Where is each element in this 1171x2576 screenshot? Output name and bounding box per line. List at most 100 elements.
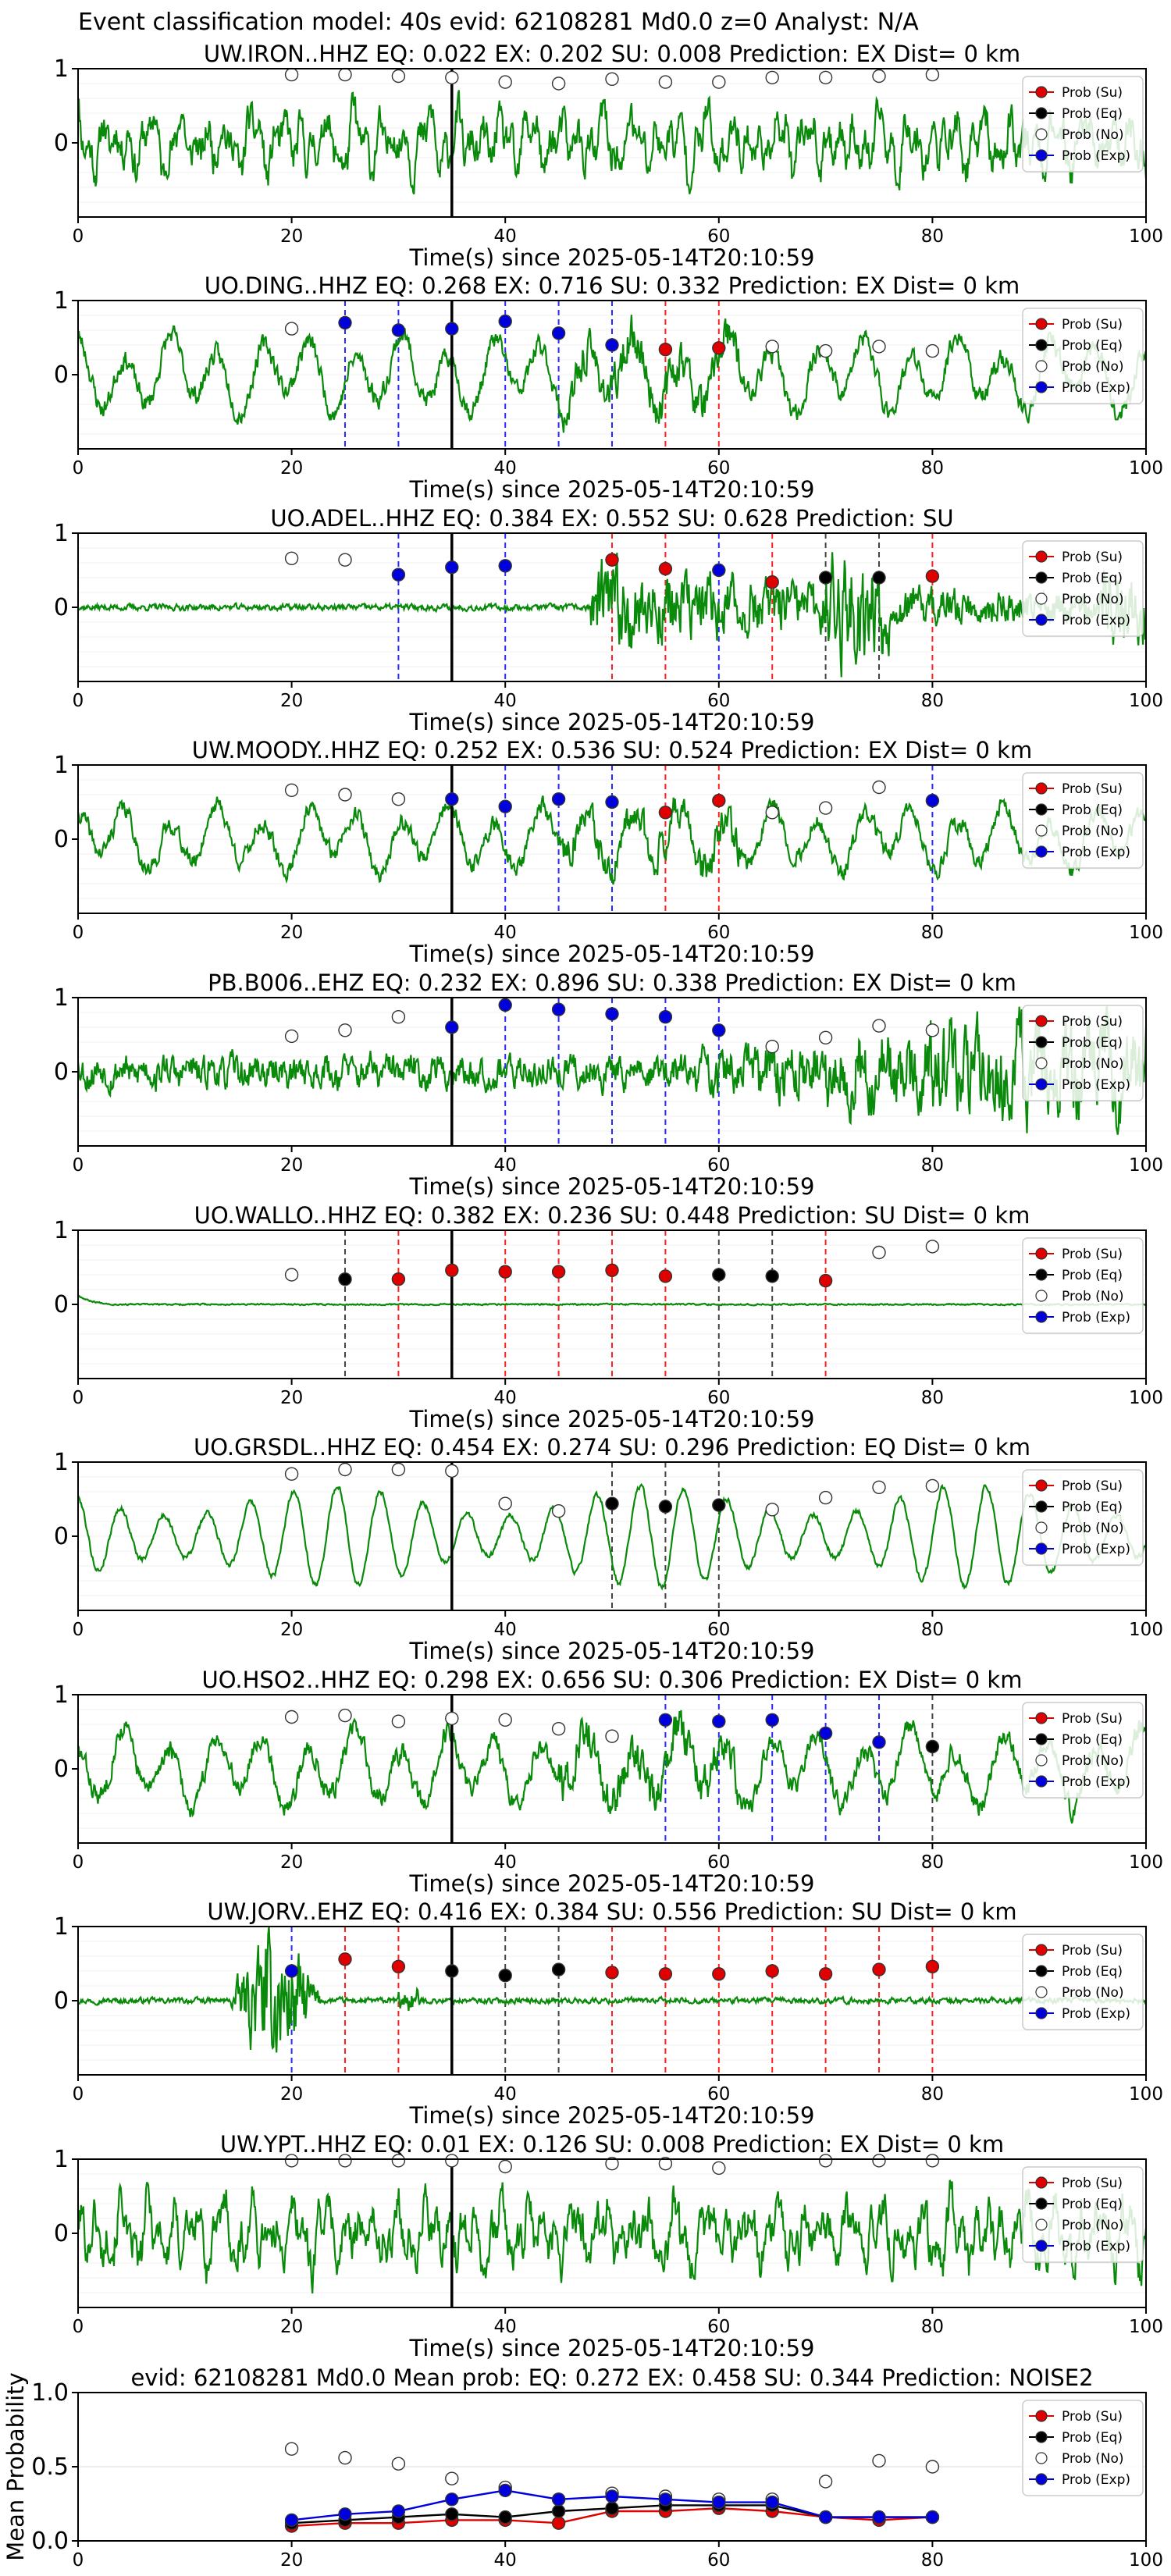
prob-point-exp (498, 799, 512, 813)
prob-point-no (712, 2161, 726, 2176)
prob-point-exp (605, 1007, 619, 1021)
prob-point-exp (498, 314, 512, 329)
legend-label: Prob (Exp) (1062, 1542, 1130, 1557)
x-axis-label: Time(s) since 2025-05-14T20:10:59 (409, 709, 815, 735)
prob-point-no (925, 1023, 940, 1037)
x-tick-label: 40 (494, 226, 517, 247)
mean-point-exp (925, 2510, 940, 2524)
legend: Prob (Su) Prob (Eq) Prob (No) Prob (Exp) (1022, 2400, 1144, 2496)
subplot-8: UW.JORV..EHZ EQ: 0.416 EX: 0.384 SU: 0.5… (54, 1898, 1163, 2129)
x-tick-label: 80 (921, 691, 944, 711)
prob-point-eq (872, 571, 886, 585)
prob-point-eq (498, 1968, 512, 1983)
legend-marker-eq (1035, 1036, 1048, 1048)
x-tick-label: 0 (73, 923, 84, 943)
x-tick-label: 100 (1129, 1388, 1163, 1408)
legend-marker-su (1035, 782, 1048, 795)
legend-label: Prob (No) (1062, 2218, 1124, 2233)
legend-label: Prob (Exp) (1062, 380, 1130, 396)
x-tick-label: 40 (494, 1852, 517, 1873)
x-tick-label: 100 (1129, 458, 1163, 479)
prob-point-no (818, 70, 833, 85)
y-tick-label: 1 (54, 1217, 69, 1244)
prob-point-no (338, 1023, 352, 1037)
mean-point-exp (498, 2483, 512, 2498)
mean-point-su (551, 2516, 566, 2530)
prob-point-no (872, 340, 886, 354)
mean-point-exp (872, 2510, 886, 2524)
prob-point-no (872, 1245, 886, 1260)
mean-point-no (925, 2460, 940, 2474)
x-tick-label: 60 (707, 923, 730, 943)
x-tick-label: 40 (494, 2084, 517, 2105)
prob-point-no (818, 343, 833, 358)
y-tick-label: 1 (54, 1449, 69, 1476)
prob-point-no (391, 1462, 406, 1477)
legend-marker-exp (1035, 381, 1048, 393)
legend-marker-eq (1035, 1268, 1048, 1281)
legend: Prob (Su) Prob (Eq) Prob (No) Prob (Exp) (1022, 1469, 1144, 1566)
prob-point-no (605, 72, 619, 87)
prob-point-no (765, 1039, 779, 1054)
y-tick-label: 0 (54, 1059, 69, 1086)
seismic-trace (77, 1482, 1147, 1591)
prob-point-exp (712, 563, 726, 578)
prob-point-exp (445, 322, 459, 336)
prob-point-no (338, 553, 352, 567)
x-tick-label: 0 (73, 226, 84, 247)
legend-marker-su (1035, 1944, 1048, 1956)
x-tick-label: 60 (707, 458, 730, 479)
mean-point-exp (605, 2489, 619, 2503)
prob-point-no (284, 1710, 299, 1724)
legend-marker-su (1035, 550, 1048, 563)
prob-point-no (498, 75, 512, 89)
prob-point-exp (445, 1020, 459, 1034)
x-tick-label: 40 (494, 923, 517, 943)
x-tick-label: 60 (707, 1620, 730, 1640)
mean-point-exp (712, 2495, 726, 2510)
mean-point-eq (445, 2507, 459, 2521)
x-tick-label: 20 (280, 1388, 303, 1408)
prob-point-su (925, 569, 940, 583)
subplot-title: UW.IRON..HHZ EQ: 0.022 EX: 0.202 SU: 0.0… (204, 41, 1020, 67)
y-tick-label: 0.0 (31, 2528, 69, 2555)
legend-label: Prob (Eq) (1062, 2430, 1123, 2446)
legend-label: Prob (Su) (1062, 550, 1123, 565)
legend: Prob (Su) Prob (Eq) Prob (No) Prob (Exp) (1022, 1702, 1144, 1799)
prob-point-no (498, 2159, 512, 2174)
legend-marker-no (1035, 1754, 1048, 1767)
prob-point-eq (445, 1964, 459, 1978)
x-tick-label: 40 (494, 2550, 517, 2571)
subplot-6: UO.GRSDL..HHZ EQ: 0.454 EX: 0.274 SU: 0.… (54, 1434, 1163, 1664)
prob-point-exp (551, 326, 566, 340)
subplot-title: UO.GRSDL..HHZ EQ: 0.454 EX: 0.274 SU: 0.… (194, 1434, 1030, 1461)
y-tick-label: 0 (54, 1756, 69, 1783)
legend-frame (1022, 1237, 1144, 1334)
prob-point-eq (765, 1269, 779, 1283)
prob-point-no (925, 2154, 940, 2168)
prob-point-eq (818, 571, 833, 585)
prob-point-su (658, 343, 673, 357)
mean-point-exp (445, 2492, 459, 2507)
mean-point-exp (765, 2495, 779, 2510)
legend-label: Prob (Eq) (1062, 1035, 1123, 1051)
y-tick-label: 1 (54, 2146, 69, 2173)
prob-point-no (445, 2154, 459, 2168)
y-tick-label: 0 (54, 130, 69, 157)
x-tick-label: 80 (921, 1388, 944, 1408)
legend-label: Prob (No) (1062, 1289, 1124, 1304)
x-tick-label: 20 (280, 1155, 303, 1176)
prob-point-no (765, 806, 779, 820)
legend: Prob (Su) Prob (Eq) Prob (No) Prob (Exp) (1022, 1237, 1144, 1334)
subplot-2: UO.ADEL..HHZ EQ: 0.384 EX: 0.552 SU: 0.6… (54, 505, 1163, 735)
seismic-trace (77, 1005, 1148, 1135)
prob-point-exp (658, 1009, 673, 1024)
x-tick-label: 0 (73, 691, 84, 711)
prob-point-exp (498, 998, 512, 1012)
legend-frame (1022, 1469, 1144, 1566)
x-tick-label: 100 (1129, 1155, 1163, 1176)
legend: Prob (Su) Prob (Eq) Prob (No) Prob (Exp) (1022, 540, 1144, 637)
legend-label: Prob (No) (1062, 2451, 1124, 2467)
x-tick-label: 20 (280, 1852, 303, 1873)
legend-marker-eq (1035, 1733, 1048, 1745)
